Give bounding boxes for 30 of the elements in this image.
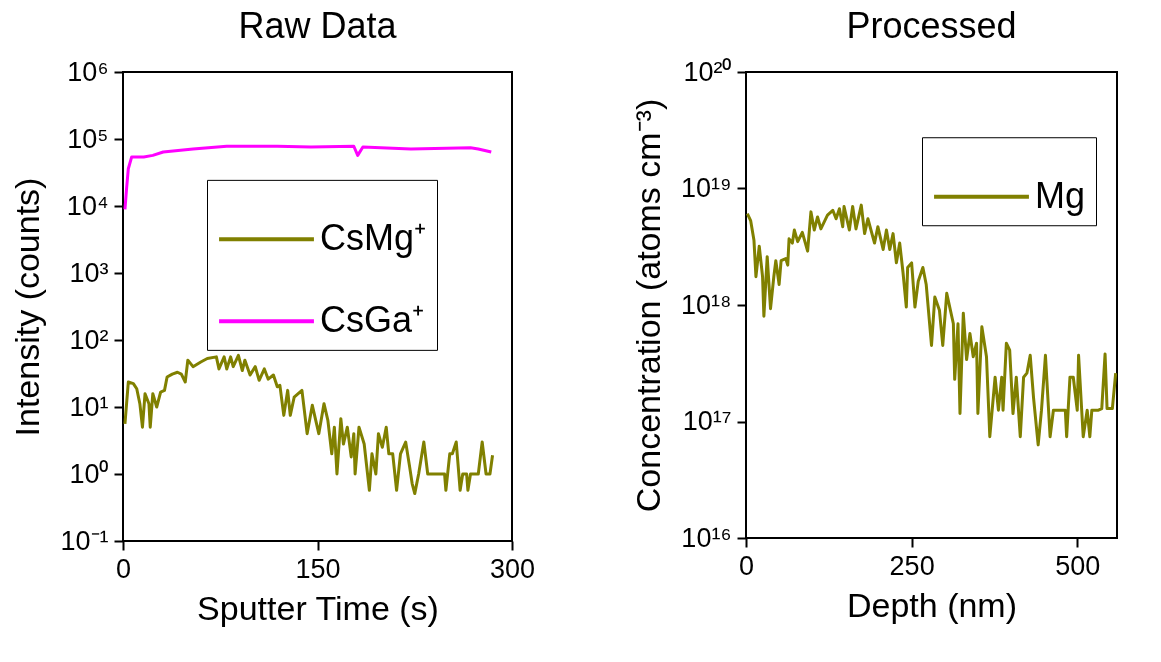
chart-title: Raw Data <box>238 5 398 46</box>
y-tick-label: 10⁻¹ <box>60 525 109 556</box>
x-tick-label: 150 <box>295 553 341 584</box>
y-tick-label: 10⁶ <box>67 56 109 87</box>
legend-label: CsMg⁺ <box>320 217 427 259</box>
y-tick-label: 10² <box>69 324 109 355</box>
y-axis-title: Concentration (atoms cm⁻³) <box>628 98 667 513</box>
y-tick-label: 10¹ <box>69 391 109 422</box>
y-tick-label: 10⁴ <box>66 190 109 221</box>
line-series <box>123 144 493 211</box>
y-tick-label: 10¹⁶ <box>681 522 732 553</box>
y-axis-title: Intensity (counts) <box>8 177 47 437</box>
legend-label: Mg <box>1035 174 1086 216</box>
line-series <box>123 353 495 496</box>
x-axis-title: Sputter Time (s) <box>197 588 439 627</box>
x-tick-label: 250 <box>889 550 935 581</box>
x-tick-label: 500 <box>1055 550 1101 581</box>
y-tick-label: 10⁰ <box>69 458 109 489</box>
y-tick-label: 10¹⁷ <box>682 406 732 436</box>
x-tick-label: 300 <box>489 553 536 584</box>
y-tick-label: 10⁵ <box>67 123 109 154</box>
y-tick-label: 10¹⁹ <box>680 173 732 203</box>
y-tick-label: 10³ <box>69 257 109 288</box>
y-tick-label: 10²⁰ <box>683 56 732 87</box>
y-tick-label: 10¹⁸ <box>681 289 732 320</box>
chart-title: Processed <box>846 5 1017 46</box>
legend-label: CsGa⁺ <box>320 299 425 341</box>
x-axis-title: Depth (nm) <box>846 585 1018 624</box>
x-tick-label: 0 <box>115 553 132 584</box>
x-tick-label: 0 <box>738 550 755 581</box>
